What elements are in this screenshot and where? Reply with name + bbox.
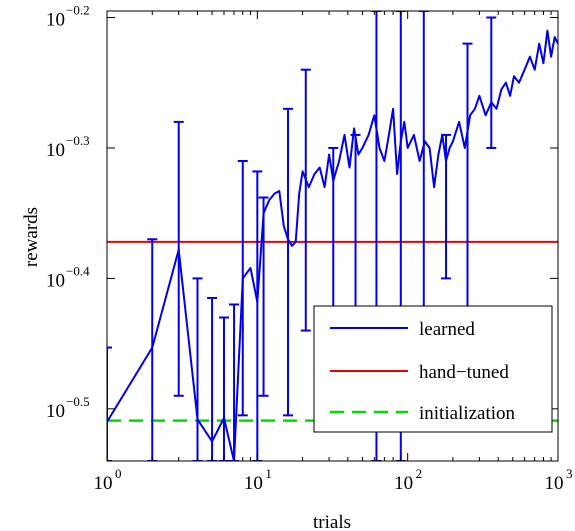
data-point-learned: [301, 170, 304, 173]
data-point-learned: [313, 173, 316, 175]
y-tick-label-exponent: −0.5: [66, 394, 90, 409]
y-tick-label: 10: [46, 270, 65, 291]
x-tick-label: 10: [545, 473, 564, 494]
legend-label-hand-tuned: hand−tuned: [419, 362, 509, 383]
x-tick-label-exponent: 0: [115, 466, 122, 481]
data-point-learned: [509, 95, 511, 97]
x-tick-label: 10: [94, 473, 113, 494]
data-point-learned: [323, 186, 326, 188]
data-point-learned: [458, 121, 460, 123]
data-point-learned: [396, 173, 398, 175]
data-point-learned: [554, 36, 556, 38]
data-point-learned: [383, 160, 385, 162]
data-point-learned: [368, 134, 370, 136]
x-tick-label-exponent: 3: [566, 466, 573, 481]
data-point-learned: [518, 82, 520, 84]
y-tick-label: 10: [46, 10, 65, 31]
data-point-learned: [273, 193, 276, 195]
data-point-learned: [373, 114, 375, 116]
y-tick-label-exponent: −0.4: [66, 263, 90, 278]
x-tick-label-exponent: 2: [416, 466, 423, 481]
data-point-learned: [524, 69, 526, 71]
series-line-learned: [107, 29, 558, 461]
data-point-learned: [361, 147, 364, 149]
data-point-learned: [338, 160, 340, 162]
data-point-learned: [407, 147, 409, 149]
data-point-learned: [291, 245, 293, 247]
y-axis-label: rewards: [21, 207, 42, 267]
data-point-learned: [413, 134, 415, 136]
y-tick-label-exponent: −0.2: [66, 3, 90, 18]
x-tick-label: 10: [394, 473, 413, 494]
data-point-learned: [474, 108, 476, 110]
plot-frame: [106, 10, 559, 462]
data-point-learned: [448, 147, 451, 149]
data-point-learned: [469, 114, 471, 116]
data-point-learned: [505, 82, 507, 84]
data-point-learned: [542, 62, 545, 64]
data-point-learned: [357, 153, 359, 156]
data-point-learned: [343, 134, 346, 136]
x-axis-label: trials: [313, 512, 351, 531]
data-point-learned: [418, 160, 421, 162]
data-point-learned: [478, 95, 480, 97]
y-tick-label-exponent: −0.3: [66, 133, 90, 148]
data-point-learned: [485, 114, 487, 116]
data-point-learned: [283, 225, 285, 227]
legend-label-learned: learned: [419, 319, 475, 340]
y-tick-label: 10: [46, 401, 65, 422]
data-point-learned: [500, 88, 502, 90]
data-point-learned: [268, 199, 270, 201]
x-tick-label-exponent: 1: [265, 466, 272, 481]
legend: learned hand−tuned initialization: [313, 305, 553, 433]
data-point-learned: [353, 127, 355, 129]
data-point-learned: [378, 147, 381, 149]
data-point-learned: [495, 108, 498, 110]
data-point-learned: [319, 166, 321, 169]
data-point-learned: [538, 43, 540, 45]
data-point-learned: [429, 147, 431, 149]
data-point-learned: [529, 56, 531, 58]
x-tick-label: 10: [244, 473, 263, 494]
data-point-learned: [278, 190, 280, 192]
data-point-learned: [464, 147, 466, 149]
data-point-learned: [437, 153, 439, 156]
data-point-learned: [546, 29, 548, 32]
data-point-learned: [308, 186, 310, 188]
data-point-learned: [550, 56, 552, 58]
data-point-learned: [513, 75, 515, 77]
data-point-learned: [534, 69, 536, 71]
data-point-learned: [388, 134, 390, 136]
data-point-learned: [392, 108, 394, 110]
data-point-learned: [328, 153, 330, 156]
data-point-learned: [249, 267, 252, 269]
y-tick-label: 10: [46, 140, 65, 161]
legend-label-initialization: initialization: [419, 403, 516, 424]
data-point-learned: [433, 186, 435, 188]
data-point-learned: [348, 166, 351, 169]
data-point-learned: [295, 241, 297, 243]
data-point-learned: [298, 193, 300, 195]
data-point-learned: [403, 121, 405, 123]
data-point-learned: [452, 140, 454, 143]
